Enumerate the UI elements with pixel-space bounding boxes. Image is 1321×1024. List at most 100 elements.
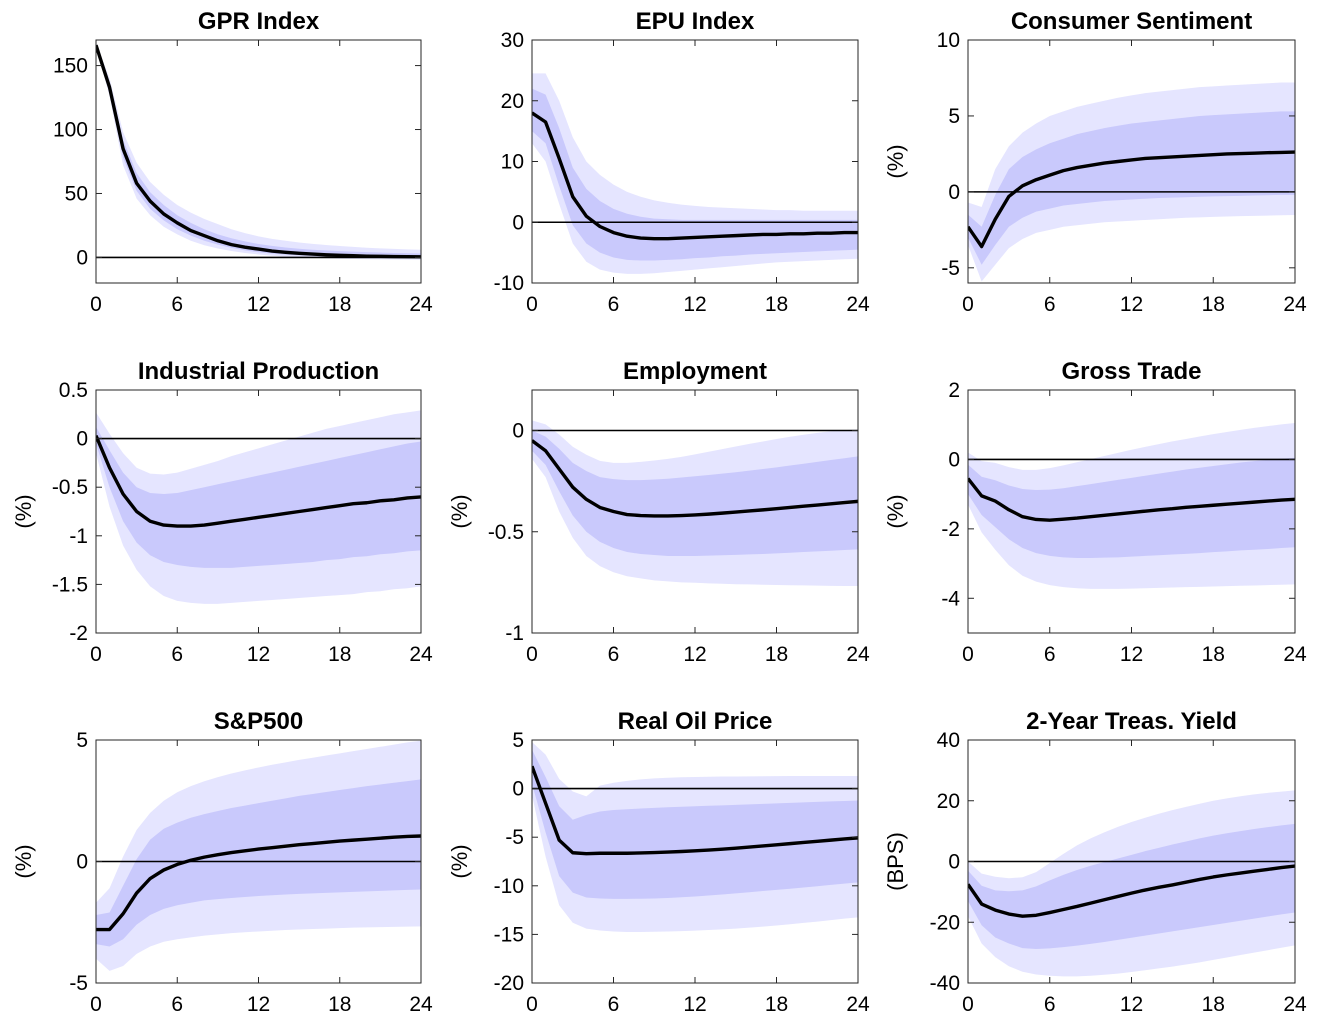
x-tick-label: 18: [328, 643, 351, 666]
plot-area: [968, 790, 1295, 977]
x-tick-label: 18: [328, 993, 351, 1016]
inner-confidence-band: [532, 430, 858, 557]
x-tick-label: 18: [1202, 993, 1225, 1016]
panel-title: Employment: [623, 358, 767, 385]
panel-title: EPU Index: [636, 8, 755, 35]
plot-area: [532, 741, 858, 932]
y-axis-label: (%): [447, 844, 472, 878]
panel-8: 0 6 12 18 24 -20 -15 -10 -5 0 5 Real Oil Price (%): [447, 708, 870, 1016]
x-tick-label: 24: [409, 293, 433, 316]
y-tick-label: -5: [69, 972, 88, 995]
x-tick-label: 0: [90, 293, 102, 316]
plot-area: [96, 42, 421, 260]
x-tick-label: 0: [962, 293, 974, 316]
y-tick-label: -0.5: [488, 521, 524, 544]
y-tick-label: -4: [941, 587, 960, 610]
y-tick-label: -2: [69, 622, 88, 645]
panel-title: Industrial Production: [138, 358, 379, 385]
x-tick-label: 24: [846, 993, 870, 1016]
y-tick-label: -2: [941, 518, 960, 541]
y-axis-label: (BPS): [883, 832, 908, 891]
y-tick-label: 0: [512, 211, 524, 234]
plot-area: [968, 422, 1295, 589]
inner-confidence-band: [96, 426, 421, 568]
x-tick-label: 24: [409, 643, 433, 666]
panel-6: 0 6 12 18 24 -4 -2 0 2 Gross Trade (%): [883, 358, 1307, 666]
x-tick-label: 18: [328, 293, 351, 316]
y-axis-label: (%): [447, 494, 472, 528]
y-tick-label: 0: [512, 420, 524, 443]
x-tick-label: 0: [526, 643, 538, 666]
x-tick-label: 18: [765, 643, 788, 666]
x-tick-label: 6: [171, 293, 183, 316]
x-tick-label: 12: [683, 293, 706, 316]
x-tick-label: 12: [247, 643, 270, 666]
panel-5: 0 6 12 18 24 -1 -0.5 0 Employment (%): [447, 358, 870, 666]
y-tick-label: 5: [948, 105, 960, 128]
x-tick-label: 24: [409, 993, 433, 1016]
x-tick-label: 12: [1120, 643, 1143, 666]
inner-confidence-band: [96, 43, 421, 259]
median-response-line: [96, 44, 421, 259]
median-response-line: [532, 439, 858, 518]
x-tick-label: 12: [683, 643, 706, 666]
plot-area: [968, 82, 1295, 282]
y-tick-label: 0: [948, 181, 960, 204]
y-tick-label: -5: [941, 257, 960, 280]
median-response-line: [968, 864, 1295, 918]
x-tick-label: 12: [247, 293, 270, 316]
median-response-line: [968, 477, 1295, 522]
y-tick-label: 0: [76, 428, 88, 451]
x-tick-label: 6: [608, 293, 620, 316]
inner-confidence-band: [968, 823, 1295, 949]
y-tick-label: -15: [494, 923, 524, 946]
x-tick-label: 24: [846, 293, 870, 316]
inner-confidence-band: [968, 457, 1295, 559]
y-tick-label: 40: [937, 729, 960, 752]
panel-title: GPR Index: [198, 8, 320, 35]
x-tick-label: 24: [846, 643, 870, 666]
y-axis-label: (%): [11, 494, 36, 528]
x-tick-label: 6: [608, 993, 620, 1016]
x-tick-label: 12: [683, 993, 706, 1016]
x-tick-label: 12: [1120, 993, 1143, 1016]
inner-confidence-band: [96, 779, 421, 947]
x-tick-label: 18: [765, 993, 788, 1016]
inner-confidence-band: [968, 111, 1295, 265]
panel-title: S&P500: [214, 708, 303, 735]
y-tick-label: -20: [494, 972, 524, 995]
y-axis-label: (%): [883, 494, 908, 528]
y-tick-label: 5: [512, 729, 524, 752]
y-tick-label: -10: [494, 875, 524, 898]
panel-1: 0 6 12 18 24 0 50 100 150 GPR Index: [53, 8, 433, 316]
x-tick-label: 6: [1044, 293, 1056, 316]
y-tick-label: 0: [512, 778, 524, 801]
panel-4: 0 6 12 18 24 -2 -1.5 -1 -0.5 0 0.5 Industrial Produ…: [11, 358, 433, 666]
plot-area: [96, 740, 421, 971]
x-tick-label: 12: [1120, 293, 1143, 316]
x-tick-label: 6: [608, 643, 620, 666]
y-tick-label: 20: [937, 790, 960, 813]
x-tick-label: 0: [962, 643, 974, 666]
y-tick-label: 30: [501, 29, 524, 52]
y-tick-label: -1: [69, 525, 88, 548]
y-tick-label: 0: [948, 448, 960, 471]
x-tick-label: 12: [247, 993, 270, 1016]
y-axis-label: (%): [11, 844, 36, 878]
x-tick-label: 18: [1202, 293, 1225, 316]
inner-confidence-band: [532, 88, 858, 261]
median-response-line: [96, 435, 421, 528]
plot-area: [96, 410, 421, 604]
y-tick-label: -1.5: [52, 573, 88, 596]
y-tick-label: 50: [65, 182, 88, 205]
y-tick-label: -10: [494, 272, 524, 295]
x-tick-label: 6: [1044, 643, 1056, 666]
y-tick-label: -5: [505, 826, 524, 849]
panel-title: 2-Year Treas. Yield: [1026, 708, 1237, 735]
y-tick-label: 150: [53, 55, 88, 78]
y-tick-label: 2: [948, 379, 960, 402]
plot-area: [532, 73, 858, 274]
y-tick-label: 0.5: [59, 379, 88, 402]
median-response-line: [96, 834, 421, 932]
